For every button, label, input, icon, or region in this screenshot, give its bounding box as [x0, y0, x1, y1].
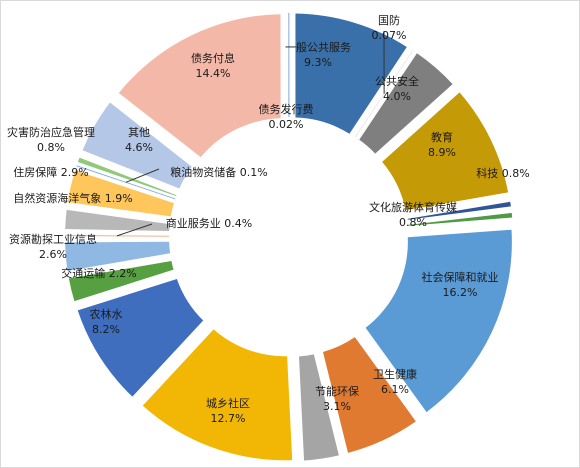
- slice-17: [77, 157, 177, 197]
- leader-line-16: [125, 168, 160, 183]
- slice-label-7: 卫生健康 6.1%: [373, 367, 417, 396]
- slice-10: [77, 278, 204, 397]
- slice-label-15: 住房保障 2.9%: [13, 165, 88, 179]
- slice-label-13: 商业服务业 0.4%: [166, 216, 252, 230]
- slice-8: [298, 354, 339, 461]
- slice-13: [65, 235, 170, 237]
- slice-label-12: 资源勘探工业信息 2.6%: [9, 232, 97, 261]
- slice-7: [322, 337, 416, 453]
- slice-label-10: 农林水 8.2%: [90, 307, 123, 336]
- slice-label-16: 粮油物资储备 0.1%: [170, 165, 267, 179]
- slice-label-4: 科技 0.8%: [476, 166, 529, 180]
- slice-label-1: 国防 0.07%: [372, 13, 407, 42]
- leader-line-13: [116, 223, 153, 237]
- slice-14: [65, 209, 170, 232]
- slice-label-9: 城乡社区 12.7%: [206, 396, 250, 425]
- slice-label-3: 教育 8.9%: [428, 130, 456, 159]
- slice-20: [288, 13, 290, 118]
- slice-3: [382, 92, 509, 211]
- slice-label-5: 文化旅游体育传媒 0.8%: [369, 200, 457, 229]
- slice-1: [355, 50, 414, 138]
- slice-11: [68, 260, 174, 302]
- slice-5: [408, 212, 513, 226]
- slice-label-0: 一般公共服务 9.3%: [285, 41, 351, 69]
- slice-18: [82, 102, 192, 189]
- slice-2: [359, 53, 453, 154]
- slice-label-6: 社会保障和就业 16.2%: [422, 270, 499, 299]
- slice-label-8: 节能环保 3.1%: [315, 384, 359, 413]
- slice-label-17: 灾害防治应急管理 0.8%: [7, 125, 95, 154]
- slice-9: [142, 329, 293, 461]
- slice-label-11: 交通运输 2.2%: [61, 266, 136, 280]
- slice-4: [407, 201, 511, 220]
- slice-12: [65, 241, 171, 271]
- slice-6: [365, 229, 512, 413]
- slice-label-20: 债务发行费 0.02%: [259, 102, 314, 131]
- slice-label-14: 自然资源海洋气象 1.9%: [13, 191, 132, 205]
- slice-label-2: 公共安全 4.0%: [375, 74, 419, 103]
- slice-19: [118, 14, 281, 158]
- slice-15: [67, 170, 174, 217]
- slice-0: [295, 13, 407, 134]
- slice-label-18: 其他 4.6%: [125, 126, 153, 154]
- slice-label-19: 债务付息 14.4%: [191, 51, 235, 80]
